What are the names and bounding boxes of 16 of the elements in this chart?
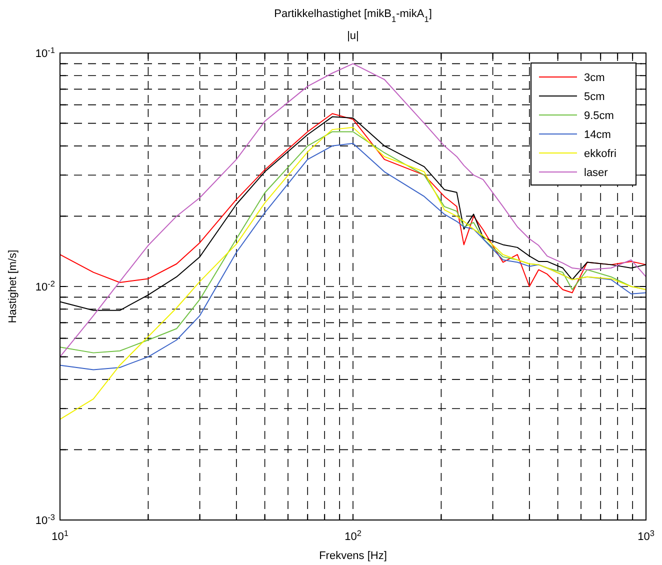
y-tick-label: 10$^{-1}$: [35, 45, 56, 60]
legend-label: laser: [584, 166, 608, 179]
y-tick-label: 10$^{-2}$: [35, 278, 56, 294]
y-axis-title: Hastighet [m/s]: [7, 250, 19, 324]
chart-title: Partikkelhastighet [mikB$_{1}$-mikA$_{1}$]: [274, 8, 432, 24]
legend-label: 3cm: [584, 72, 605, 84]
chart-subtitle: |u|: [347, 30, 359, 42]
y-tick-label: 10$^{-3}$: [35, 512, 56, 527]
legend-label: 5cm: [584, 90, 605, 103]
x-axis-title: Frekvens [Hz]: [319, 550, 387, 562]
x-tick-label: 10$^{1}$: [52, 528, 69, 543]
legend-label: 9.5cm: [584, 110, 614, 122]
x-tick-label: 10$^{2}$: [344, 528, 362, 543]
legend-label: 14cm: [584, 128, 611, 141]
legend-label: ekkofri: [584, 148, 616, 160]
x-tick-label: 10$^{3}$: [638, 528, 655, 543]
